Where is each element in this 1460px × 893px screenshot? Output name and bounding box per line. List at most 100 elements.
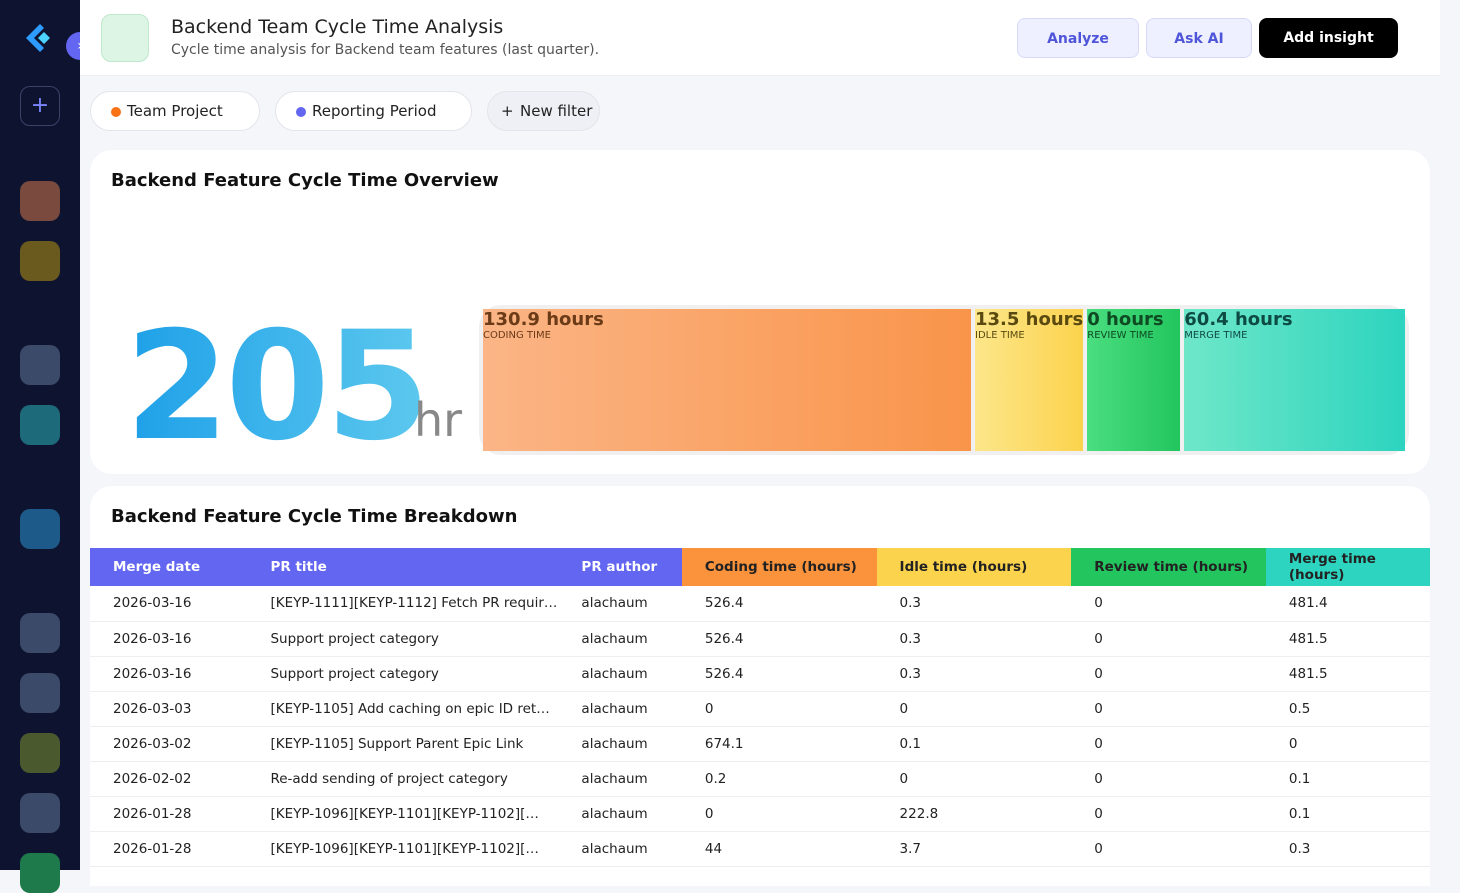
table: Merge date PR title PR author Coding time (… — [90, 548, 1430, 867]
card-title: Backend Feature Cycle Time Overview — [111, 170, 499, 191]
table-cell: 2026-03-16 — [90, 656, 248, 692]
segment-label: CODING TIME — [483, 330, 551, 341]
table-row: 2026-03-16 Support project category alacha… — [90, 656, 1430, 692]
new-filter[interactable]: + New filter — [487, 91, 600, 131]
total: 205 — [125, 300, 430, 474]
analyze-button[interactable]: Analyze — [1017, 18, 1139, 58]
table-cell: 0 — [1071, 656, 1266, 692]
filter[interactable]: Team Project — [90, 91, 260, 131]
table-cell: 526.4 — [681, 656, 877, 692]
table-cell: 2026-02-02 — [90, 761, 248, 797]
nav-icon[interactable] — [20, 241, 60, 281]
table-cell: 0 — [876, 691, 1072, 727]
table-cell: Re-add sending of project category — [247, 761, 559, 797]
table-cell: 481.5 — [1265, 656, 1430, 692]
column-header: Review time (hours) — [1071, 548, 1266, 586]
table-cell: 481.4 — [1265, 586, 1430, 622]
table-cell: 0.3 — [876, 621, 1072, 657]
table-cell: alachaum — [558, 726, 682, 762]
table-cell: 3.7 — [876, 831, 1072, 867]
nav-icon[interactable] — [20, 853, 60, 893]
table-card: Backend Feature Cycle Time Breakdown Mer… — [90, 486, 1430, 886]
table-row: 2026-01-28 [KEYP-1096][KEYP-1101][KEYP-11… — [90, 831, 1430, 867]
segment: 13.5 hours IDLE TIME — [975, 309, 1084, 451]
column-header: Coding time (hours) — [681, 548, 877, 586]
table-cell: 0 — [1071, 796, 1266, 832]
table-row: 2026-03-03 [KEYP-1105] Add caching on epi… — [90, 691, 1430, 727]
file-icon — [101, 14, 149, 62]
title: Backend Team Cycle Time Analysis — [171, 16, 504, 38]
segment-label: REVIEW TIME — [1087, 330, 1154, 341]
subtitle: Cycle time analysis for Backend team fea… — [171, 42, 600, 58]
table-cell: 0 — [681, 691, 877, 727]
table-cell: 2026-03-16 — [90, 586, 248, 622]
table-cell: 2026-03-02 — [90, 726, 248, 762]
nav-icon[interactable] — [20, 509, 60, 549]
add-insight-button[interactable]: Add insight — [1259, 18, 1398, 58]
table-cell: 0 — [1071, 726, 1266, 762]
nav-icon[interactable] — [20, 793, 60, 833]
total-unit: hr — [414, 393, 463, 447]
table-cell: 0 — [681, 796, 877, 832]
segment-label: IDLE TIME — [975, 330, 1025, 341]
table-row: 2026-03-16 [KEYP-1111][KEYP-1112] Fetch P… — [90, 586, 1430, 622]
filter-label: Team Project — [127, 102, 223, 120]
table-cell: 0.5 — [1265, 691, 1430, 727]
table-cell: 0.3 — [876, 656, 1072, 692]
table-cell: alachaum — [558, 691, 682, 727]
table-cell: 0 — [1071, 831, 1266, 867]
table-cell: 0 — [1265, 726, 1430, 762]
table-cell: 526.4 — [681, 621, 877, 657]
table-cell: 0.1 — [1265, 761, 1430, 797]
nav-icon[interactable] — [20, 181, 60, 221]
column-header: Merge date — [90, 548, 248, 586]
table-cell: 0 — [1071, 691, 1266, 727]
table-cell: 2026-01-28 — [90, 796, 248, 832]
table-cell: alachaum — [558, 656, 682, 692]
table-cell: 674.1 — [681, 726, 877, 762]
nav-icon[interactable] — [20, 733, 60, 773]
table-cell: 2026-03-16 — [90, 621, 248, 657]
segment-label: MERGE TIME — [1184, 330, 1248, 341]
ask-ai-button[interactable]: Ask AI — [1146, 18, 1252, 58]
table-cell: alachaum — [558, 796, 682, 832]
table-cell: 0 — [1071, 761, 1266, 797]
nav-icon[interactable] — [20, 673, 60, 713]
table-cell: 0 — [1071, 586, 1266, 622]
nav-icon[interactable] — [20, 613, 60, 653]
table-cell: 0 — [876, 761, 1072, 797]
segment-bar: 130.9 hours CODING TIME 13.5 hours IDLE TIM… — [479, 305, 1409, 455]
table-cell: Support project category — [247, 656, 559, 692]
table-cell: [KEYP-1111][KEYP-1112] Fetch PR requir… — [247, 586, 559, 622]
table-cell: 0.3 — [876, 586, 1072, 622]
table-cell: 0 — [1071, 621, 1266, 657]
table-row: 2026-03-02 [KEYP-1105] Support Parent Epi… — [90, 726, 1430, 762]
card-title: Backend Feature Cycle Time Breakdown — [111, 506, 518, 527]
segment: 0 hours REVIEW TIME — [1087, 309, 1181, 451]
table-cell: 44 — [681, 831, 877, 867]
segment-value: 130.9 hours — [483, 309, 604, 330]
segment: 60.4 hours MERGE TIME — [1184, 309, 1405, 451]
table-cell: [KEYP-1096][KEYP-1101][KEYP-1102][… — [247, 831, 559, 867]
add-button[interactable]: + — [20, 86, 60, 126]
table-cell: [KEYP-1105] Add caching on epic ID ret… — [247, 691, 559, 727]
overview-card: Backend Feature Cycle Time Overview 130.… — [90, 150, 1430, 474]
nav-icon[interactable] — [20, 345, 60, 385]
table-cell: [KEYP-1105] Support Parent Epic Link — [247, 726, 559, 762]
column-header: Merge time (hours) — [1265, 548, 1430, 586]
segment-value: 0 hours — [1087, 309, 1164, 330]
table-cell: alachaum — [558, 586, 682, 622]
filter[interactable]: Reporting Period — [275, 91, 472, 131]
segment-value: 60.4 hours — [1184, 309, 1293, 330]
nav-icon[interactable] — [20, 405, 60, 445]
column-header: Idle time (hours) — [876, 548, 1072, 586]
sidebar: + — [0, 0, 80, 893]
filter-label: Reporting Period — [312, 102, 437, 120]
table-row: 2026-01-28 [KEYP-1096][KEYP-1101][KEYP-11… — [90, 796, 1430, 832]
logo — [26, 24, 50, 52]
segment: 130.9 hours CODING TIME — [483, 309, 971, 451]
table-cell: 0.1 — [876, 726, 1072, 762]
table-cell: alachaum — [558, 621, 682, 657]
